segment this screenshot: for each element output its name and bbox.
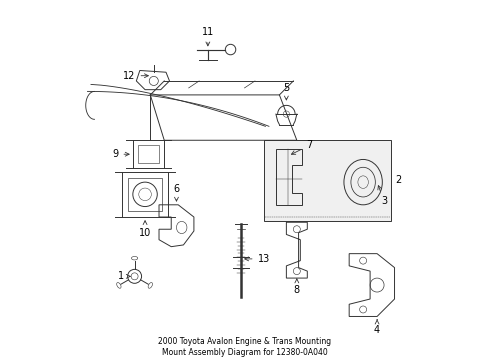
Bar [263,140,390,221]
Text: 2000 Toyota Avalon Engine & Trans Mounting
Mount Assembly Diagram for 12380-0A04: 2000 Toyota Avalon Engine & Trans Mounti… [158,337,330,357]
Text: 10: 10 [139,221,151,238]
Text: 4: 4 [373,320,379,336]
Bar [133,140,164,168]
Bar [122,172,167,217]
Text: 5: 5 [283,83,289,100]
Text: 8: 8 [293,279,299,295]
Text: 7: 7 [291,140,311,154]
Text: 1: 1 [117,271,130,281]
Text: 9: 9 [112,149,129,159]
Text: 2: 2 [394,175,401,185]
Text: 13: 13 [244,254,269,264]
Text: 6: 6 [173,184,179,201]
Bar [138,145,159,163]
Text: 11: 11 [202,27,214,46]
Text: 12: 12 [123,71,148,81]
Text: 3: 3 [377,186,386,206]
Bar [128,177,162,211]
